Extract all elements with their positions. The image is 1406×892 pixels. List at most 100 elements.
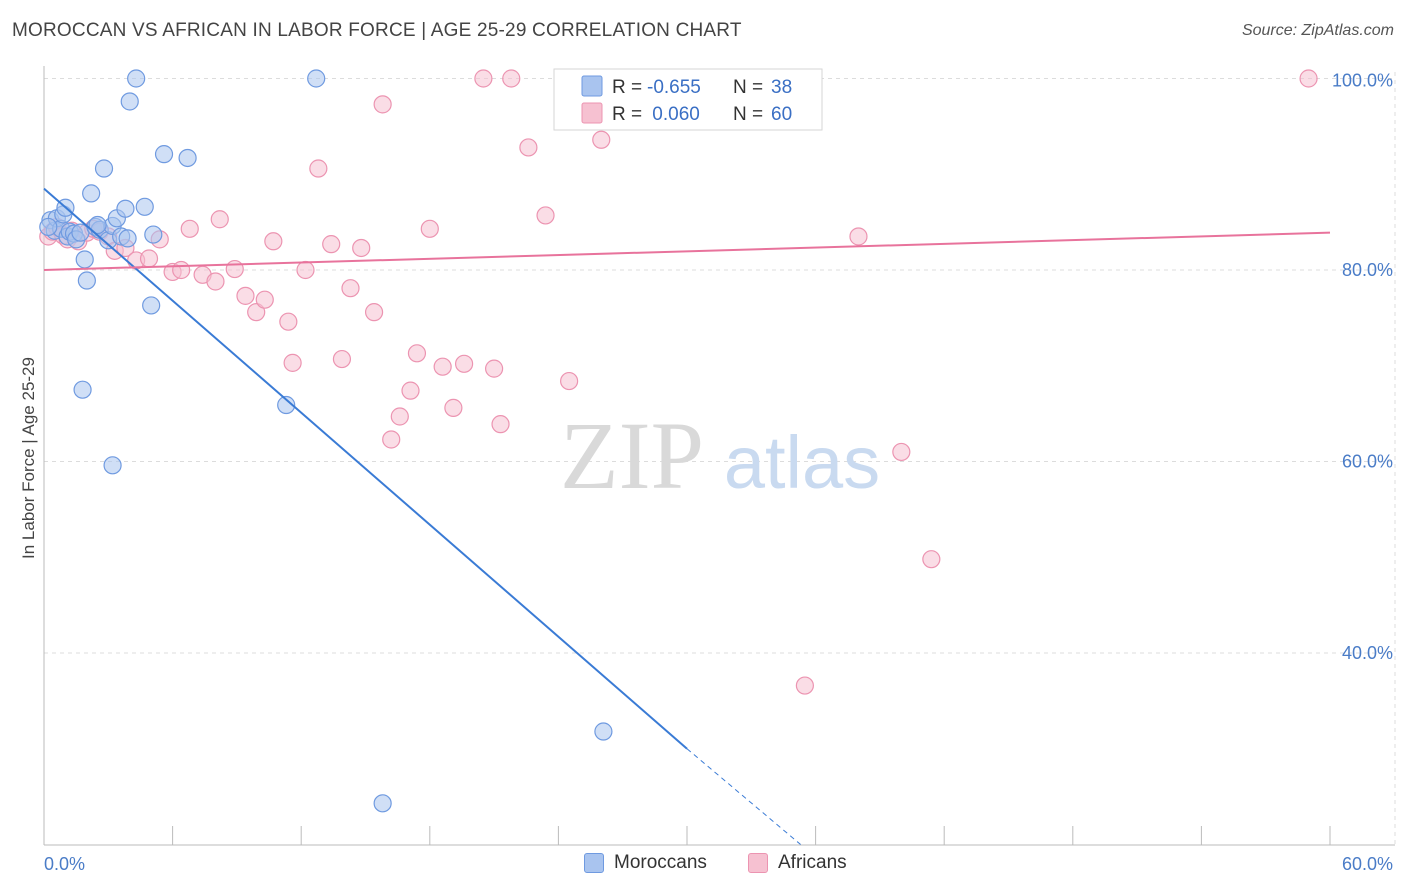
african-point — [849, 227, 868, 246]
moroccan-trend-line — [43, 187, 688, 750]
moroccan-point — [373, 794, 392, 813]
african-point — [322, 235, 341, 254]
moroccan-point — [135, 197, 154, 216]
african-point — [206, 272, 225, 291]
stats-n-label-1: N = — [733, 77, 763, 98]
legend-swatch-icon-moroccans — [584, 853, 604, 873]
african-point — [1299, 69, 1318, 88]
african-point — [236, 286, 255, 305]
x-tick-label: 60.0% — [1342, 854, 1393, 874]
african-point — [255, 290, 274, 309]
y-axis-label: In Labor Force | Age 25-29 — [19, 357, 38, 559]
african-point — [560, 371, 579, 391]
legend-label-africans: Africans — [778, 852, 847, 873]
african-point — [519, 138, 538, 157]
stats-r-label-2: R = — [612, 104, 642, 125]
african-point — [382, 430, 401, 449]
african-point — [225, 259, 244, 279]
african-point — [247, 303, 266, 322]
african-point — [454, 354, 474, 373]
african-point — [390, 407, 409, 426]
african-point — [172, 260, 191, 280]
african-point — [892, 442, 911, 462]
moroccan-point — [116, 199, 135, 218]
moroccan-point — [39, 217, 58, 237]
moroccan-point — [142, 296, 161, 315]
legend-item-moroccans[interactable]: Moroccans — [584, 852, 707, 874]
african-point — [139, 249, 159, 268]
trend-lines — [43, 187, 1331, 845]
african-point — [332, 349, 352, 369]
legend-item-africans[interactable]: Africans — [748, 852, 847, 874]
african-point — [491, 415, 510, 434]
african-point — [433, 357, 452, 376]
moroccan-point — [103, 456, 122, 475]
african-point — [536, 206, 555, 225]
y-tick-labels: 40.0% 60.0% 80.0% 100.0% — [1332, 71, 1393, 664]
moroccan-point — [594, 722, 613, 741]
stats-r-label-1: R = — [612, 77, 642, 98]
data-points — [39, 69, 1318, 813]
moroccan-point — [77, 271, 96, 290]
moroccan-point — [178, 148, 197, 168]
legend-label-moroccans: Moroccans — [614, 852, 707, 873]
african-point — [341, 279, 360, 298]
african-point — [444, 398, 463, 417]
watermark-atlas: atlas — [724, 421, 880, 504]
stats-legend: R = -0.655 N = 38 R = 0.060 N = 60 — [553, 68, 823, 131]
grid-lines — [44, 72, 1396, 845]
x-tick-labels: 0.0% 60.0% — [44, 854, 1393, 874]
source-label: Source: ZipAtlas.com — [1241, 22, 1394, 39]
y-tick-label: 60.0% — [1342, 452, 1393, 472]
moroccan-point — [118, 229, 137, 248]
moroccan-point — [154, 145, 174, 164]
chart-title: MOROCCAN VS AFRICAN IN LABOR FORCE | AGE… — [12, 20, 742, 41]
african-point — [474, 69, 493, 88]
moroccan-point — [144, 225, 163, 244]
african-point — [210, 210, 229, 229]
african-point — [279, 312, 298, 331]
african-point — [352, 238, 371, 258]
stats-r-value-1: -0.655 — [647, 77, 701, 98]
moroccan-point — [88, 215, 107, 235]
axes — [43, 66, 1395, 846]
x-tick-label: 0.0% — [44, 854, 85, 874]
african-point — [407, 344, 427, 363]
african-point — [180, 219, 199, 238]
african-point — [420, 219, 439, 238]
watermark: ZIP atlas — [560, 402, 880, 509]
series-legend: Moroccans Africans — [0, 852, 1406, 878]
african-point — [401, 381, 420, 400]
moroccan-point — [82, 184, 101, 203]
moroccan-point — [277, 395, 296, 415]
stats-n-label-2: N = — [733, 104, 763, 125]
african-point — [485, 359, 504, 378]
stats-n-value-1: 38 — [771, 77, 792, 98]
moroccan-point — [73, 380, 92, 399]
moroccan-trend-extension — [686, 748, 801, 845]
african-trend-line — [43, 231, 1331, 271]
african-point — [592, 130, 611, 149]
african-point — [264, 232, 283, 251]
african-point — [373, 95, 392, 114]
african-point — [795, 676, 814, 695]
african-point — [296, 260, 315, 280]
moroccan-point — [127, 69, 146, 88]
african-point — [283, 353, 302, 372]
y-tick-label: 100.0% — [1332, 71, 1393, 91]
moroccan-point — [94, 159, 114, 178]
legend-swatch-icon-africans — [748, 853, 768, 873]
african-point — [502, 69, 521, 88]
y-tick-label: 80.0% — [1342, 260, 1393, 280]
legend-swatch-moroccans — [581, 75, 603, 97]
stats-r-value-2: 0.060 — [647, 104, 700, 125]
moroccan-point — [307, 69, 326, 88]
african-point — [922, 550, 941, 569]
watermark-zip: ZIP — [560, 402, 704, 509]
african-point — [309, 159, 328, 178]
stats-n-value-2: 60 — [771, 104, 792, 125]
african-point — [364, 303, 384, 322]
y-tick-label: 40.0% — [1342, 643, 1393, 663]
moroccan-point — [75, 250, 94, 269]
moroccan-point — [120, 92, 139, 111]
